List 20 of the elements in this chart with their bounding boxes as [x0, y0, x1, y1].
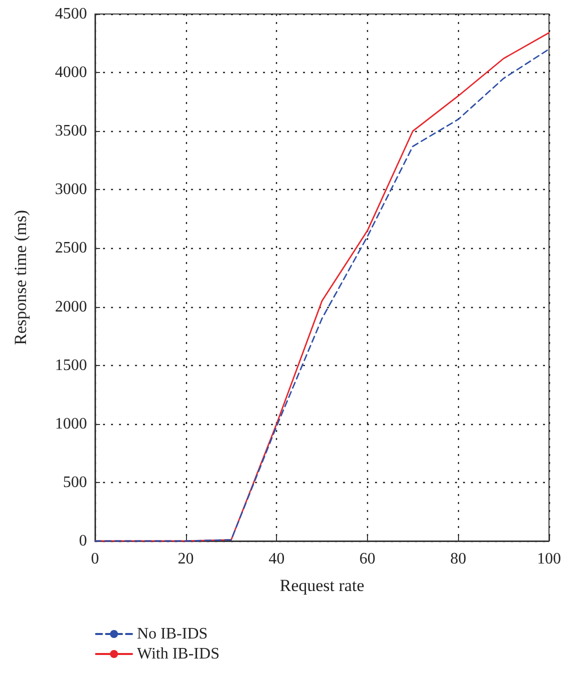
x-tick-label: 100: [537, 550, 561, 568]
y-tick-label: 2000: [55, 298, 87, 316]
y-tick-label: 4000: [55, 64, 87, 82]
y-tick-label: 1000: [55, 415, 87, 432]
x-tick-label: 80: [450, 550, 466, 568]
x-tick-label: 40: [268, 550, 285, 568]
legend-label: With IB-IDS: [137, 646, 220, 662]
x-tick-label: 0: [91, 550, 99, 568]
y-tick-label: 3000: [55, 181, 87, 198]
x-tick-label: 20: [178, 550, 194, 568]
y-tick-label: 2500: [55, 240, 87, 257]
y-tick-label: 500: [63, 474, 87, 491]
y-tick-label: 3500: [55, 122, 87, 140]
y-tick-label: 1500: [55, 356, 87, 374]
x-axis-title: Request rate: [280, 576, 364, 595]
y-axis-title: Response time (ms): [11, 210, 30, 346]
x-tick-label: 60: [359, 550, 376, 568]
legend-label: No IB-IDS: [137, 626, 208, 642]
y-tick-label: 4500: [55, 6, 87, 22]
y-tick-label: 0: [79, 532, 87, 550]
